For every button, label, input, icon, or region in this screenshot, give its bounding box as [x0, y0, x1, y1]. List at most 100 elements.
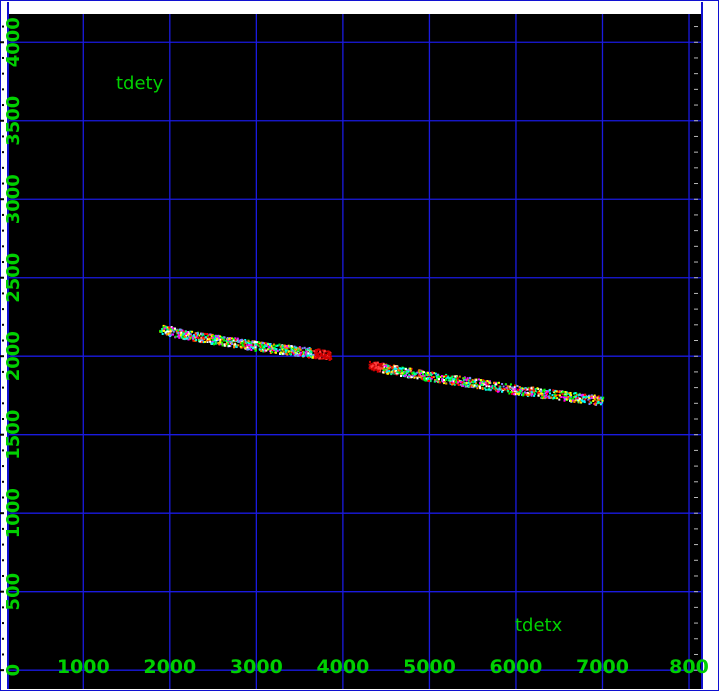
data-point — [239, 345, 242, 348]
data-point — [285, 345, 288, 347]
data-point — [329, 355, 332, 358]
data-point — [404, 369, 407, 372]
data-point — [309, 353, 312, 355]
data-point — [273, 343, 275, 346]
data-point — [445, 377, 448, 380]
data-point — [271, 351, 273, 354]
data-point — [388, 364, 391, 367]
data-point — [398, 367, 401, 370]
data-point — [445, 378, 448, 381]
data-point — [317, 352, 320, 355]
data-point — [293, 345, 296, 348]
data-point — [252, 347, 255, 350]
data-point — [163, 327, 166, 330]
data-point — [505, 386, 508, 389]
data-point — [299, 348, 302, 351]
data-point — [511, 392, 513, 395]
data-point — [293, 347, 296, 349]
y-tick-label: 1000 — [3, 488, 24, 538]
data-point — [528, 387, 531, 390]
data-point — [471, 379, 474, 382]
data-point — [284, 351, 287, 354]
data-point — [451, 375, 454, 378]
data-point — [275, 350, 278, 353]
data-point — [395, 367, 398, 370]
data-point — [573, 392, 575, 395]
data-point — [581, 393, 584, 396]
data-point — [463, 382, 466, 385]
data-point — [256, 342, 259, 345]
data-point — [281, 346, 283, 349]
y-tick-label: 2500 — [3, 253, 24, 303]
data-point — [249, 347, 251, 350]
data-point — [184, 330, 187, 333]
data-point — [316, 350, 318, 353]
data-point — [300, 351, 302, 354]
data-point — [390, 373, 393, 376]
data-point — [302, 353, 305, 356]
data-point — [255, 341, 258, 344]
data-point — [499, 388, 502, 391]
data-point — [194, 336, 197, 339]
data-point — [397, 369, 400, 372]
data-point — [377, 366, 380, 368]
data-point — [383, 369, 386, 371]
data-point — [201, 336, 204, 339]
data-point — [303, 346, 306, 349]
data-point — [447, 375, 450, 378]
data-point — [382, 371, 385, 374]
data-point — [166, 328, 169, 331]
data-point — [329, 352, 332, 355]
data-point — [573, 400, 576, 403]
data-point — [371, 367, 374, 370]
data-point — [301, 350, 304, 353]
data-point — [306, 354, 309, 357]
data-point — [404, 371, 407, 373]
data-point — [189, 330, 192, 333]
data-point — [370, 366, 373, 369]
data-point — [275, 351, 277, 354]
data-point — [554, 395, 557, 397]
data-point — [438, 381, 441, 384]
data-point — [247, 344, 250, 347]
data-point — [519, 387, 522, 390]
data-point — [423, 374, 426, 377]
data-point — [507, 389, 510, 392]
data-point — [570, 400, 572, 403]
x-tick-label: 7000 — [576, 656, 629, 678]
data-point — [403, 372, 406, 375]
data-point — [410, 376, 413, 379]
data-point — [318, 357, 321, 360]
data-point — [538, 390, 541, 393]
data-point — [402, 375, 405, 377]
data-point — [452, 378, 455, 381]
data-point — [168, 332, 171, 335]
data-point — [273, 349, 276, 351]
data-point — [574, 392, 577, 395]
data-point — [278, 348, 281, 351]
data-point — [583, 400, 586, 403]
data-point — [496, 381, 498, 384]
data-point — [528, 392, 531, 395]
data-point — [259, 344, 262, 347]
data-point — [571, 398, 573, 401]
data-point — [449, 381, 452, 384]
data-point — [410, 367, 413, 370]
data-point — [382, 367, 385, 370]
data-point — [526, 391, 529, 394]
data-point — [221, 336, 224, 339]
data-point — [237, 344, 240, 347]
data-point — [304, 351, 307, 354]
data-point — [211, 333, 214, 336]
data-point — [177, 331, 180, 334]
data-point — [194, 332, 197, 335]
data-point — [428, 373, 431, 376]
data-point — [177, 329, 180, 332]
data-point — [540, 392, 542, 395]
data-point — [457, 381, 460, 384]
data-point — [261, 345, 264, 348]
data-point — [180, 336, 183, 339]
data-point — [231, 340, 233, 343]
data-point — [597, 395, 600, 398]
